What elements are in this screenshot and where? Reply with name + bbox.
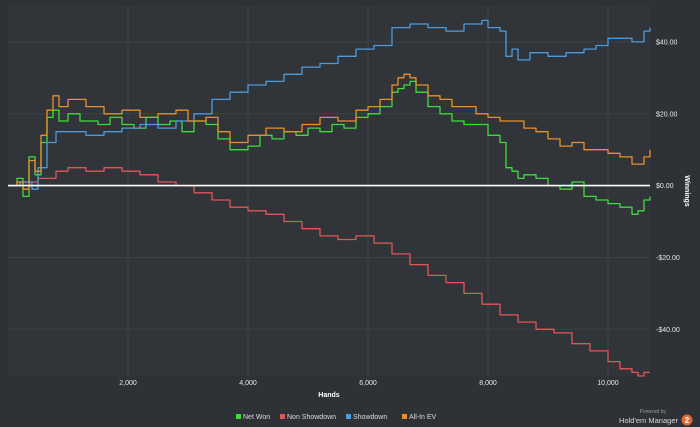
series-line-net-won <box>8 80 651 215</box>
y-axis-title: Winnings <box>683 175 690 207</box>
y-tick-label: $40.00 <box>656 39 678 46</box>
y-tick-label: $0.00 <box>656 183 674 190</box>
legend-swatch-net-won <box>236 414 241 419</box>
y-tick-labels: $40.00 $20.00 $0.00 -$20.00 -$40.00 <box>656 39 680 333</box>
powered-by-text: Powered by <box>640 409 667 415</box>
legend-label-non-showdown: Non Showdown <box>287 414 336 421</box>
x-tick-label: 10,000 <box>597 380 619 387</box>
legend-label-net-won: Net Won <box>243 414 270 421</box>
y-tick-label: -$40.00 <box>656 327 680 334</box>
y-tick-label: -$20.00 <box>656 255 680 262</box>
x-axis-title: Hands <box>318 392 340 399</box>
series-line-showdown <box>8 19 651 190</box>
series-line-non-showdown <box>8 167 650 377</box>
legend-swatch-showdown <box>346 414 351 419</box>
legend: Net Won Non Showdown Showdown All-In EV <box>236 414 437 421</box>
x-tick-label: 2,000 <box>119 380 137 387</box>
legend-label-showdown: Showdown <box>353 414 387 421</box>
x-tick-label: 8,000 <box>479 380 497 387</box>
branding: Powered by Hold'em Manager 2 <box>619 409 693 426</box>
x-gridlines <box>127 6 609 376</box>
logo-badge-number: 2 <box>685 416 690 425</box>
product-name: Hold'em Manager <box>619 416 678 425</box>
x-tick-label: 6,000 <box>359 380 377 387</box>
series-lines <box>8 19 651 377</box>
y-tick-label: $20.00 <box>656 111 678 118</box>
legend-swatch-non-showdown <box>280 414 285 419</box>
x-tick-labels: 2,000 4,000 6,000 8,000 10,000 <box>119 380 619 387</box>
legend-swatch-all-in-ev <box>402 414 407 419</box>
x-tick-label: 4,000 <box>239 380 257 387</box>
series-line-all-in-ev <box>8 73 651 190</box>
hm2-logo-icon <box>681 414 693 426</box>
legend-label-all-in-ev: All-In EV <box>409 414 437 421</box>
plot-area <box>8 6 650 376</box>
